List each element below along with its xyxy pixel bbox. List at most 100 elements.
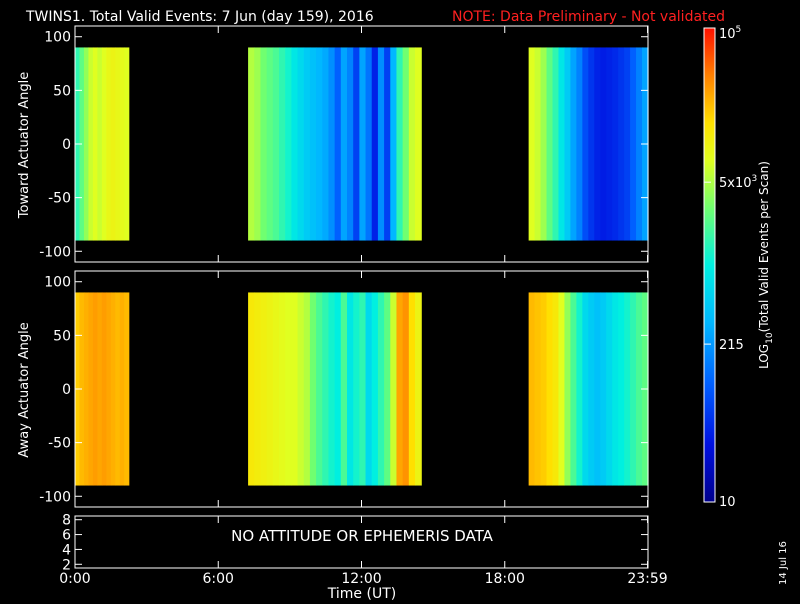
heatmap-cell [558, 292, 566, 486]
heatmap-cell [600, 47, 607, 241]
heatmap-cell [402, 292, 410, 486]
heatmap-cell [322, 47, 330, 241]
y-tick-label: -50 [48, 191, 71, 207]
heatmap-cell [328, 292, 336, 486]
heatmap-cell [285, 47, 292, 241]
heatmap-cell [110, 292, 116, 486]
heatmap-cell [570, 292, 577, 486]
heatmap-cell [564, 47, 572, 241]
heatmap-cell [390, 292, 398, 486]
heatmap-cell [552, 47, 560, 241]
heatmap-cell [340, 292, 348, 486]
colorbar-ticks: 105 5x103 215 10 [704, 25, 757, 510]
heatmap-cell [353, 47, 360, 241]
heatmap-cell [588, 47, 595, 241]
heatmap-cell [540, 47, 548, 241]
heatmap-cell [106, 292, 112, 486]
heatmap-cell [303, 292, 311, 486]
heatmap-cell [83, 292, 90, 486]
y-tick-label: -100 [39, 244, 71, 260]
heatmap-cell [291, 47, 299, 241]
away-ylabel: Away Actuator Angle [17, 322, 32, 457]
heatmap-cell [115, 292, 121, 486]
heatmap-cell [347, 292, 354, 486]
heatmap-cell [594, 47, 601, 241]
heatmap-cell [309, 292, 317, 486]
heatmap-cell [618, 292, 625, 486]
heatmap-cell [618, 47, 625, 241]
heatmap-cell [79, 292, 85, 486]
heatmap-cell [408, 292, 416, 486]
heatmap-cell [415, 47, 422, 241]
heatmap-cell [97, 292, 103, 486]
heatmap-cell [606, 292, 613, 486]
heatmap-cell [534, 292, 542, 486]
heatmap-cell [115, 47, 121, 241]
heatmap-cell [582, 47, 589, 241]
heatmap-cell [365, 292, 373, 486]
heatmap-cell [402, 47, 410, 241]
heatmap-cell [377, 47, 385, 241]
heatmap-cell [279, 292, 286, 486]
heatmap-cell [630, 292, 637, 486]
heatmap-cell [266, 292, 274, 486]
heatmap-cell [303, 47, 311, 241]
heatmap-cell [347, 47, 354, 241]
heatmap-cell [316, 47, 323, 241]
heatmap-cell [119, 292, 125, 486]
heatmap-cell [124, 292, 130, 486]
heatmap-cell [408, 47, 416, 241]
y-tick-label: -100 [39, 489, 71, 505]
x-tick-label: 18:00 [485, 571, 525, 587]
heatmap-cell [636, 292, 643, 486]
heatmap-cell [353, 292, 360, 486]
y-tick-label: 2 [62, 557, 71, 573]
x-tick-label: 12:00 [341, 571, 381, 587]
y-tick-label: 50 [53, 83, 71, 99]
heatmap-cell [384, 292, 391, 486]
heatmap-cell [285, 292, 292, 486]
heatmap-cell [534, 47, 542, 241]
heatmap-cell [600, 292, 607, 486]
heatmap-cell [612, 47, 619, 241]
heatmap-cell [546, 292, 554, 486]
heatmap-cell [254, 47, 262, 241]
heatmap-cell [101, 47, 107, 241]
heatmap-cell [279, 47, 286, 241]
heatmap-cell [564, 292, 572, 486]
heatmap-cell [371, 47, 379, 241]
heatmap-cell [124, 47, 130, 241]
heatmap-cell [272, 47, 280, 241]
colorbar [703, 27, 716, 503]
heatmap-cell [291, 292, 299, 486]
y-tick-label: 0 [62, 137, 71, 153]
heatmap-cell [624, 47, 631, 241]
heatmap-cell [272, 292, 280, 486]
toward-panel: 100 50 0 -50 -100 [39, 25, 649, 263]
y-tick-label: 100 [44, 275, 71, 291]
heatmap-cell [390, 47, 398, 241]
colorbar-tick-label: 215 [719, 338, 744, 353]
preliminary-note: NOTE: Data Preliminary - Not validated [452, 9, 725, 25]
heatmap-cell [88, 292, 94, 486]
y-tick-label: 4 [62, 542, 71, 558]
heatmap-cell [371, 292, 379, 486]
heatmap-cell [297, 47, 305, 241]
heatmap-cell [254, 292, 262, 486]
y-tick-label: 0 [62, 382, 71, 398]
heatmap-cell [92, 47, 98, 241]
heatmap-cell [359, 292, 367, 486]
heatmap-cell [297, 292, 305, 486]
heatmap-cell [322, 292, 330, 486]
heatmap-cell [79, 47, 85, 241]
heatmap-cell [334, 47, 342, 241]
heatmap-cell [119, 47, 125, 241]
chart-title: TWINS1. Total Valid Events: 7 Jun (day 1… [25, 9, 374, 25]
heatmap-cell [328, 47, 336, 241]
toward-ylabel: Toward Actuator Angle [17, 72, 32, 219]
heatmap-cell [558, 47, 566, 241]
heatmap-cell [396, 47, 404, 241]
heatmap-cell [316, 292, 323, 486]
